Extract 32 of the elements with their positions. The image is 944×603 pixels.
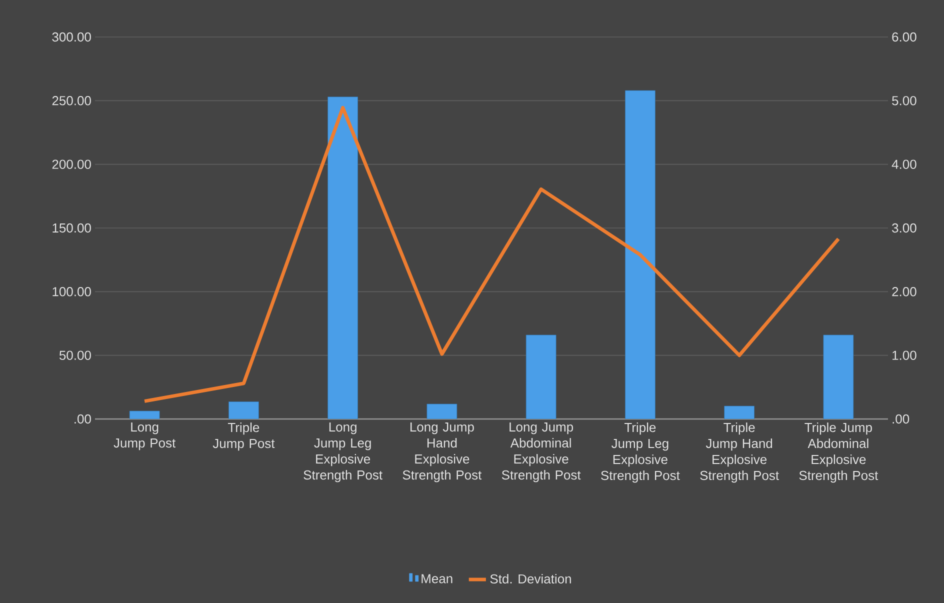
y2-tick-label: 3.00 (892, 223, 916, 233)
bar (328, 96, 358, 419)
y2-tick-label: 5.00 (892, 96, 916, 106)
bar (823, 334, 854, 419)
x-tick-label: Long Jump Abdominal Explosive Strength Post (502, 422, 581, 482)
legend-label: Std. Deviation (490, 574, 571, 584)
y2-tick-label: 6.00 (892, 32, 916, 42)
y-tick-label: 100.00 (52, 287, 91, 296)
x-tick-label: Triple Jump Leg Explosive Strength Post (601, 422, 680, 483)
bar (426, 404, 458, 419)
y2-tick-label: 1.00 (892, 350, 916, 360)
y2-tick-label: .00 (892, 414, 910, 424)
y2-tick-label: 2.00 (892, 287, 916, 296)
x-tick-label: Triple Jump Hand Explosive Strength Post (700, 422, 779, 483)
y2-tick-label: 4.00 (892, 160, 916, 169)
y-tick-label: 50.00 (59, 350, 91, 360)
legend-label: Mean (422, 574, 452, 584)
y-tick-label: 200.00 (52, 160, 91, 169)
x-tick-label: Long Jump Post (114, 422, 176, 450)
y-tick-label: 250.00 (52, 96, 91, 106)
x-tick-label: Triple Jump Post (212, 422, 275, 451)
y-tick-label: 150.00 (52, 223, 91, 233)
y-tick-label: .00 (74, 414, 91, 424)
bar (526, 334, 556, 419)
bar (724, 406, 754, 419)
x-tick-label: Long Jump Hand Explosive Strength Post (402, 422, 482, 482)
bar (228, 401, 259, 419)
line-series (142, 106, 840, 403)
y-tick-label: 300.00 (52, 32, 91, 42)
bar (624, 90, 656, 419)
x-tick-label: Long Jump Leg Explosive Strength Post (304, 422, 382, 482)
x-tick-label: Triple Jump Abdominal Explosive Strength Post (799, 422, 878, 483)
